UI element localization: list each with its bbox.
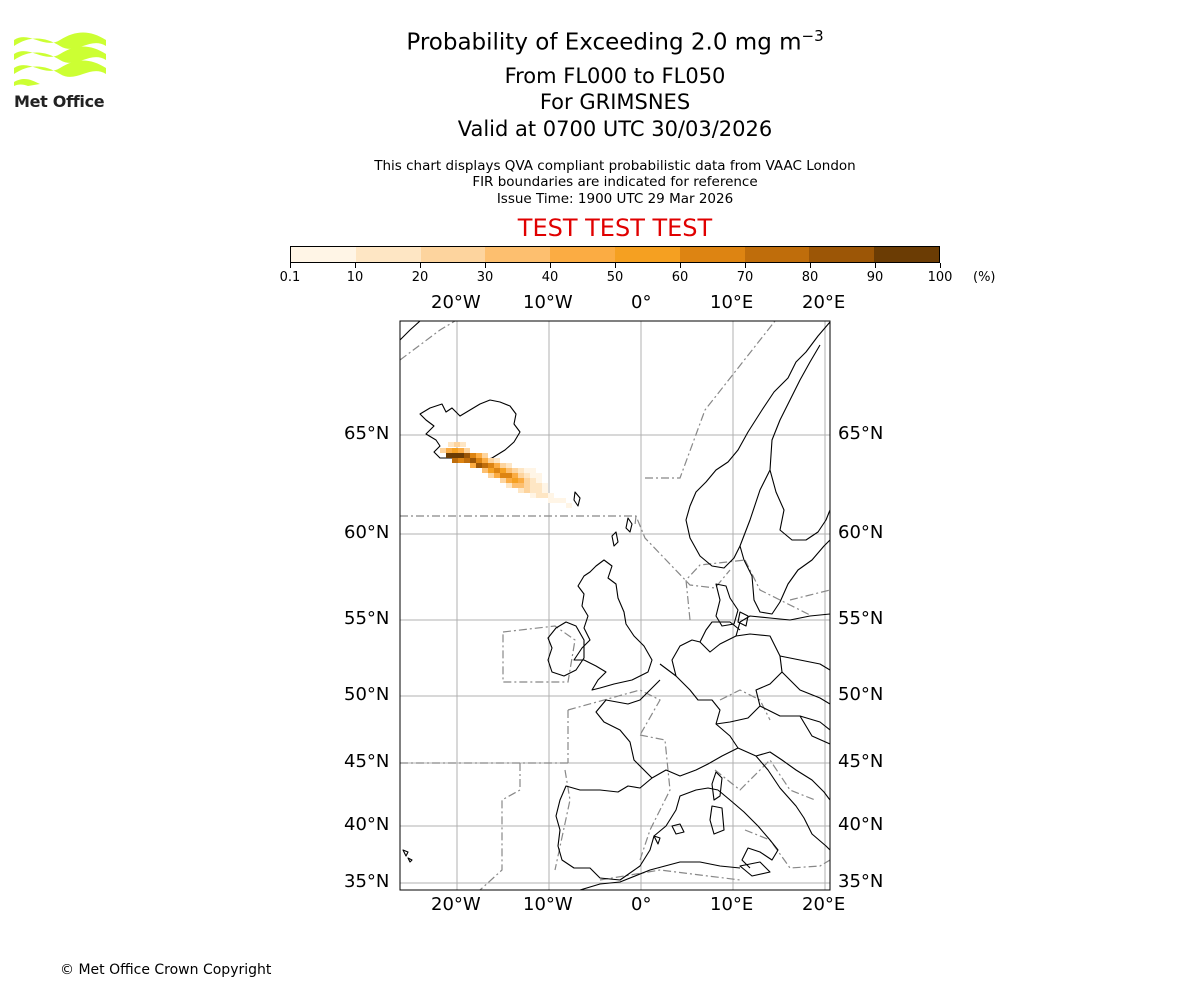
flight-level-range: From FL000 to FL050 [504, 64, 726, 88]
iceland [419, 399, 521, 463]
colorbar-tick-label: 20 [411, 270, 429, 285]
lat-label-left: 50°N [344, 684, 390, 705]
chart-title: Probability of Exceeding 2.0 mg m−3 [0, 27, 1200, 56]
colorbar-tick-label: 70 [736, 270, 754, 285]
colorbar-segment [614, 247, 680, 262]
colorbar-segment [291, 247, 356, 262]
colorbar-tick [289, 263, 291, 268]
data-source-note: This chart displays QVA compliant probab… [374, 158, 856, 174]
lat-label-left: 40°N [344, 814, 390, 835]
test-banner: TEST TEST TEST [517, 214, 713, 242]
colorbar-tick [549, 263, 551, 268]
colorbar-ticks: 0.1 10 20 30 40 50 60 70 80 90 100 [0, 263, 1200, 293]
map-background [400, 321, 830, 890]
copyright-notice: © Met Office Crown Copyright [60, 962, 272, 978]
colorbar-tick [744, 263, 746, 268]
volcano-name: For GRIMSNES [539, 90, 691, 114]
coastlines [400, 321, 830, 890]
lon-label-top: 20°W [431, 292, 481, 313]
lat-label-right: 55°N [838, 608, 884, 629]
lon-label-top: 0° [631, 292, 652, 313]
colorbar-tick [939, 263, 941, 268]
colorbar-segment [420, 247, 486, 262]
ash-probability-plume [440, 442, 572, 508]
lat-label-right: 65°N [838, 423, 884, 444]
colorbar-tick [809, 263, 811, 268]
lat-label-left: 65°N [344, 423, 390, 444]
lon-label-bottom: 20°E [802, 894, 846, 915]
lon-label-top: 20°E [802, 292, 846, 313]
title-exponent: −3 [801, 27, 824, 45]
lat-label-right: 40°N [838, 814, 884, 835]
lon-label-bottom: 10°E [710, 894, 754, 915]
colorbar-tick-label: 50 [606, 270, 624, 285]
valid-time: Valid at 0700 UTC 30/03/2026 [457, 117, 773, 141]
lat-label-right: 60°N [838, 522, 884, 543]
title-text: Probability of Exceeding 2.0 mg m [406, 29, 802, 56]
colorbar-tick-label: 10 [346, 270, 364, 285]
graticule [400, 321, 830, 890]
colorbar-tick [354, 263, 356, 268]
lon-label-bottom: 0° [631, 894, 652, 915]
colorbar-tick-label: 80 [801, 270, 819, 285]
fir-boundaries [400, 321, 830, 890]
map-frame [399, 320, 831, 891]
logo-text: Met Office [14, 92, 105, 111]
lat-label-right: 50°N [838, 684, 884, 705]
colorbar-tick [614, 263, 616, 268]
colorbar-segment [550, 247, 615, 262]
colorbar-tick-label: 30 [476, 270, 494, 285]
lat-label-left: 35°N [344, 871, 390, 892]
colorbar-segment [355, 247, 421, 262]
lon-label-bottom: 20°W [431, 894, 481, 915]
colorbar-tick-label: 90 [866, 270, 884, 285]
colorbar-segment [679, 247, 745, 262]
colorbar-segment [744, 247, 810, 262]
colorbar-tick-label: 0.1 [279, 270, 301, 285]
lat-label-left: 55°N [344, 608, 390, 629]
met-office-logo [14, 32, 106, 86]
lat-label-right: 45°N [838, 751, 884, 772]
lon-label-bottom: 10°W [523, 894, 573, 915]
lat-label-left: 45°N [344, 751, 390, 772]
colorbar-segment [809, 247, 875, 262]
probability-colorbar [290, 246, 940, 263]
colorbar-tick-label: 100 [927, 270, 953, 285]
colorbar-tick [679, 263, 681, 268]
colorbar-segment [485, 247, 551, 262]
colorbar-segment [874, 247, 939, 262]
lon-label-top: 10°W [523, 292, 573, 313]
colorbar-unit: (%) [973, 270, 996, 285]
colorbar-tick-label: 40 [541, 270, 559, 285]
colorbar-tick [874, 263, 876, 268]
lat-label-right: 35°N [838, 871, 884, 892]
colorbar-tick [419, 263, 421, 268]
colorbar-tick-label: 60 [671, 270, 689, 285]
issue-time: Issue Time: 1900 UTC 29 Mar 2026 [496, 191, 734, 207]
lon-label-top: 10°E [710, 292, 754, 313]
fir-note: FIR boundaries are indicated for referen… [472, 174, 758, 190]
colorbar-tick [484, 263, 486, 268]
lat-label-left: 60°N [344, 522, 390, 543]
